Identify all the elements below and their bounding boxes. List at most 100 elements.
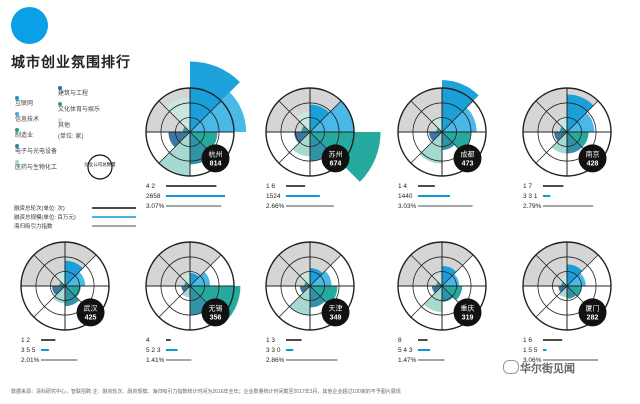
amount-value: 3 5 5 bbox=[21, 347, 36, 354]
legend-col-2: 建筑与工程 文化体育与娱乐 其他 (单位: 家) bbox=[58, 86, 100, 141]
metrics-legend-label: 海归吸引力指数 bbox=[14, 222, 53, 230]
sector-wedge bbox=[567, 132, 589, 148]
city-name: 杭州 bbox=[209, 149, 223, 158]
city-chart: 南京 428 1 7 3 3 1 2.79% bbox=[522, 87, 612, 210]
spoke bbox=[158, 285, 191, 318]
sector-wedge bbox=[442, 107, 477, 132]
amount-value: 1524 bbox=[266, 193, 281, 200]
city-name: 重庆 bbox=[461, 303, 475, 312]
city-chart: 杭州 814 4 2 2658 3.07% bbox=[145, 61, 247, 210]
sector-wedge bbox=[558, 286, 567, 293]
city-total: 356 bbox=[210, 314, 222, 321]
legend-dot bbox=[15, 128, 19, 132]
spoke bbox=[535, 254, 568, 287]
legend-dot bbox=[58, 86, 62, 90]
talent-value: 2.01% bbox=[21, 357, 40, 364]
city-chart: 成都 473 1 4 1440 3.03% bbox=[397, 80, 487, 210]
city-total: 674 bbox=[330, 160, 342, 167]
city-name: 成都 bbox=[461, 149, 475, 158]
city-total: 428 bbox=[587, 160, 599, 167]
city-badge bbox=[201, 298, 230, 327]
amount-value: 5 4 3 bbox=[398, 347, 413, 354]
sector-wedge bbox=[551, 132, 567, 154]
spoke bbox=[278, 131, 311, 164]
amount-value: 1 5 5 bbox=[523, 347, 538, 354]
city-name: 南京 bbox=[586, 149, 600, 158]
center-label-circle bbox=[87, 154, 113, 180]
sector-wedge bbox=[65, 271, 86, 286]
rounds-value: 1 4 bbox=[398, 183, 407, 190]
sector-wedge bbox=[181, 286, 190, 298]
amount-value: 3 3 1 bbox=[523, 193, 538, 200]
spoke bbox=[410, 254, 443, 287]
sector-wedge bbox=[310, 270, 332, 286]
spoke bbox=[309, 254, 342, 287]
sector-wedge bbox=[442, 273, 460, 286]
sector-wedge bbox=[310, 268, 323, 286]
spoke bbox=[309, 100, 342, 133]
spoke bbox=[278, 100, 311, 133]
talent-value: 1.47% bbox=[398, 357, 417, 364]
city-total: 349 bbox=[330, 314, 342, 321]
spoke bbox=[278, 285, 311, 318]
sector-wedge bbox=[295, 111, 310, 132]
sector-wedge bbox=[310, 100, 355, 132]
spoke bbox=[189, 254, 222, 287]
amount-value: 1440 bbox=[398, 193, 413, 200]
spoke bbox=[278, 254, 311, 287]
spoke bbox=[158, 100, 191, 133]
spoke bbox=[566, 254, 599, 287]
spoke bbox=[535, 100, 568, 133]
sector-wedge bbox=[442, 80, 479, 132]
spoke bbox=[566, 100, 599, 133]
background-sector bbox=[266, 87, 342, 132]
wechat-icon bbox=[503, 360, 519, 374]
city-badge bbox=[453, 144, 482, 173]
watermark: 华尔街见闻 bbox=[520, 363, 575, 375]
legend-unit: (单位: 家) bbox=[58, 134, 84, 140]
talent-value: 3.06% bbox=[523, 357, 542, 364]
spoke bbox=[158, 254, 191, 287]
city-total: 814 bbox=[210, 160, 222, 167]
sector-wedge bbox=[292, 132, 310, 157]
sector-wedge bbox=[567, 112, 595, 132]
rounds-value: 4 bbox=[146, 337, 150, 344]
sector-wedge bbox=[300, 273, 310, 286]
legend-col-1: 互联网 信息技术 制造业 电子与光电设备 医药与生物化工 bbox=[15, 96, 57, 172]
background-sector bbox=[398, 242, 474, 286]
city-name: 天津 bbox=[329, 304, 343, 312]
center-label: 创业公司总数量 bbox=[84, 154, 116, 180]
sector-wedge bbox=[556, 117, 567, 132]
metrics-legend-label: 融资总轮次(单位: 次) bbox=[14, 204, 65, 212]
sector-wedge bbox=[310, 104, 330, 132]
spoke bbox=[33, 285, 66, 318]
city-chart: 无锡 356 4 5 2 3 1.41% bbox=[145, 241, 241, 364]
sector-wedge bbox=[190, 61, 240, 132]
sector-wedge bbox=[310, 286, 326, 308]
rounds-value: 1 6 bbox=[523, 337, 532, 344]
sector-wedge bbox=[433, 274, 442, 286]
city-chart: 苏州 674 1 6 1524 2.66% bbox=[265, 87, 381, 210]
city-badge bbox=[321, 144, 350, 173]
city-chart: 武汉 425 1 2 3 5 5 2.01% bbox=[20, 241, 110, 364]
city-badge bbox=[578, 144, 607, 173]
talent-value: 1.41% bbox=[146, 357, 165, 364]
talent-value: 3.07% bbox=[146, 203, 165, 210]
city-chart: 重庆 319 8 5 4 3 1.47% bbox=[397, 241, 487, 364]
legend-dot bbox=[15, 96, 19, 100]
spoke bbox=[410, 100, 443, 133]
city-total: 425 bbox=[85, 314, 97, 321]
sector-wedge bbox=[299, 286, 310, 294]
talent-value: 2.79% bbox=[523, 203, 542, 210]
spoke bbox=[189, 100, 222, 133]
sector-wedge bbox=[190, 271, 211, 286]
sector-wedge bbox=[181, 286, 190, 293]
sector-wedge bbox=[558, 286, 567, 298]
legend-dot bbox=[15, 144, 19, 148]
spoke bbox=[441, 100, 474, 133]
sector-wedge bbox=[559, 275, 567, 286]
spoke bbox=[410, 285, 443, 318]
spoke bbox=[535, 285, 568, 318]
sector-wedge bbox=[442, 286, 463, 301]
